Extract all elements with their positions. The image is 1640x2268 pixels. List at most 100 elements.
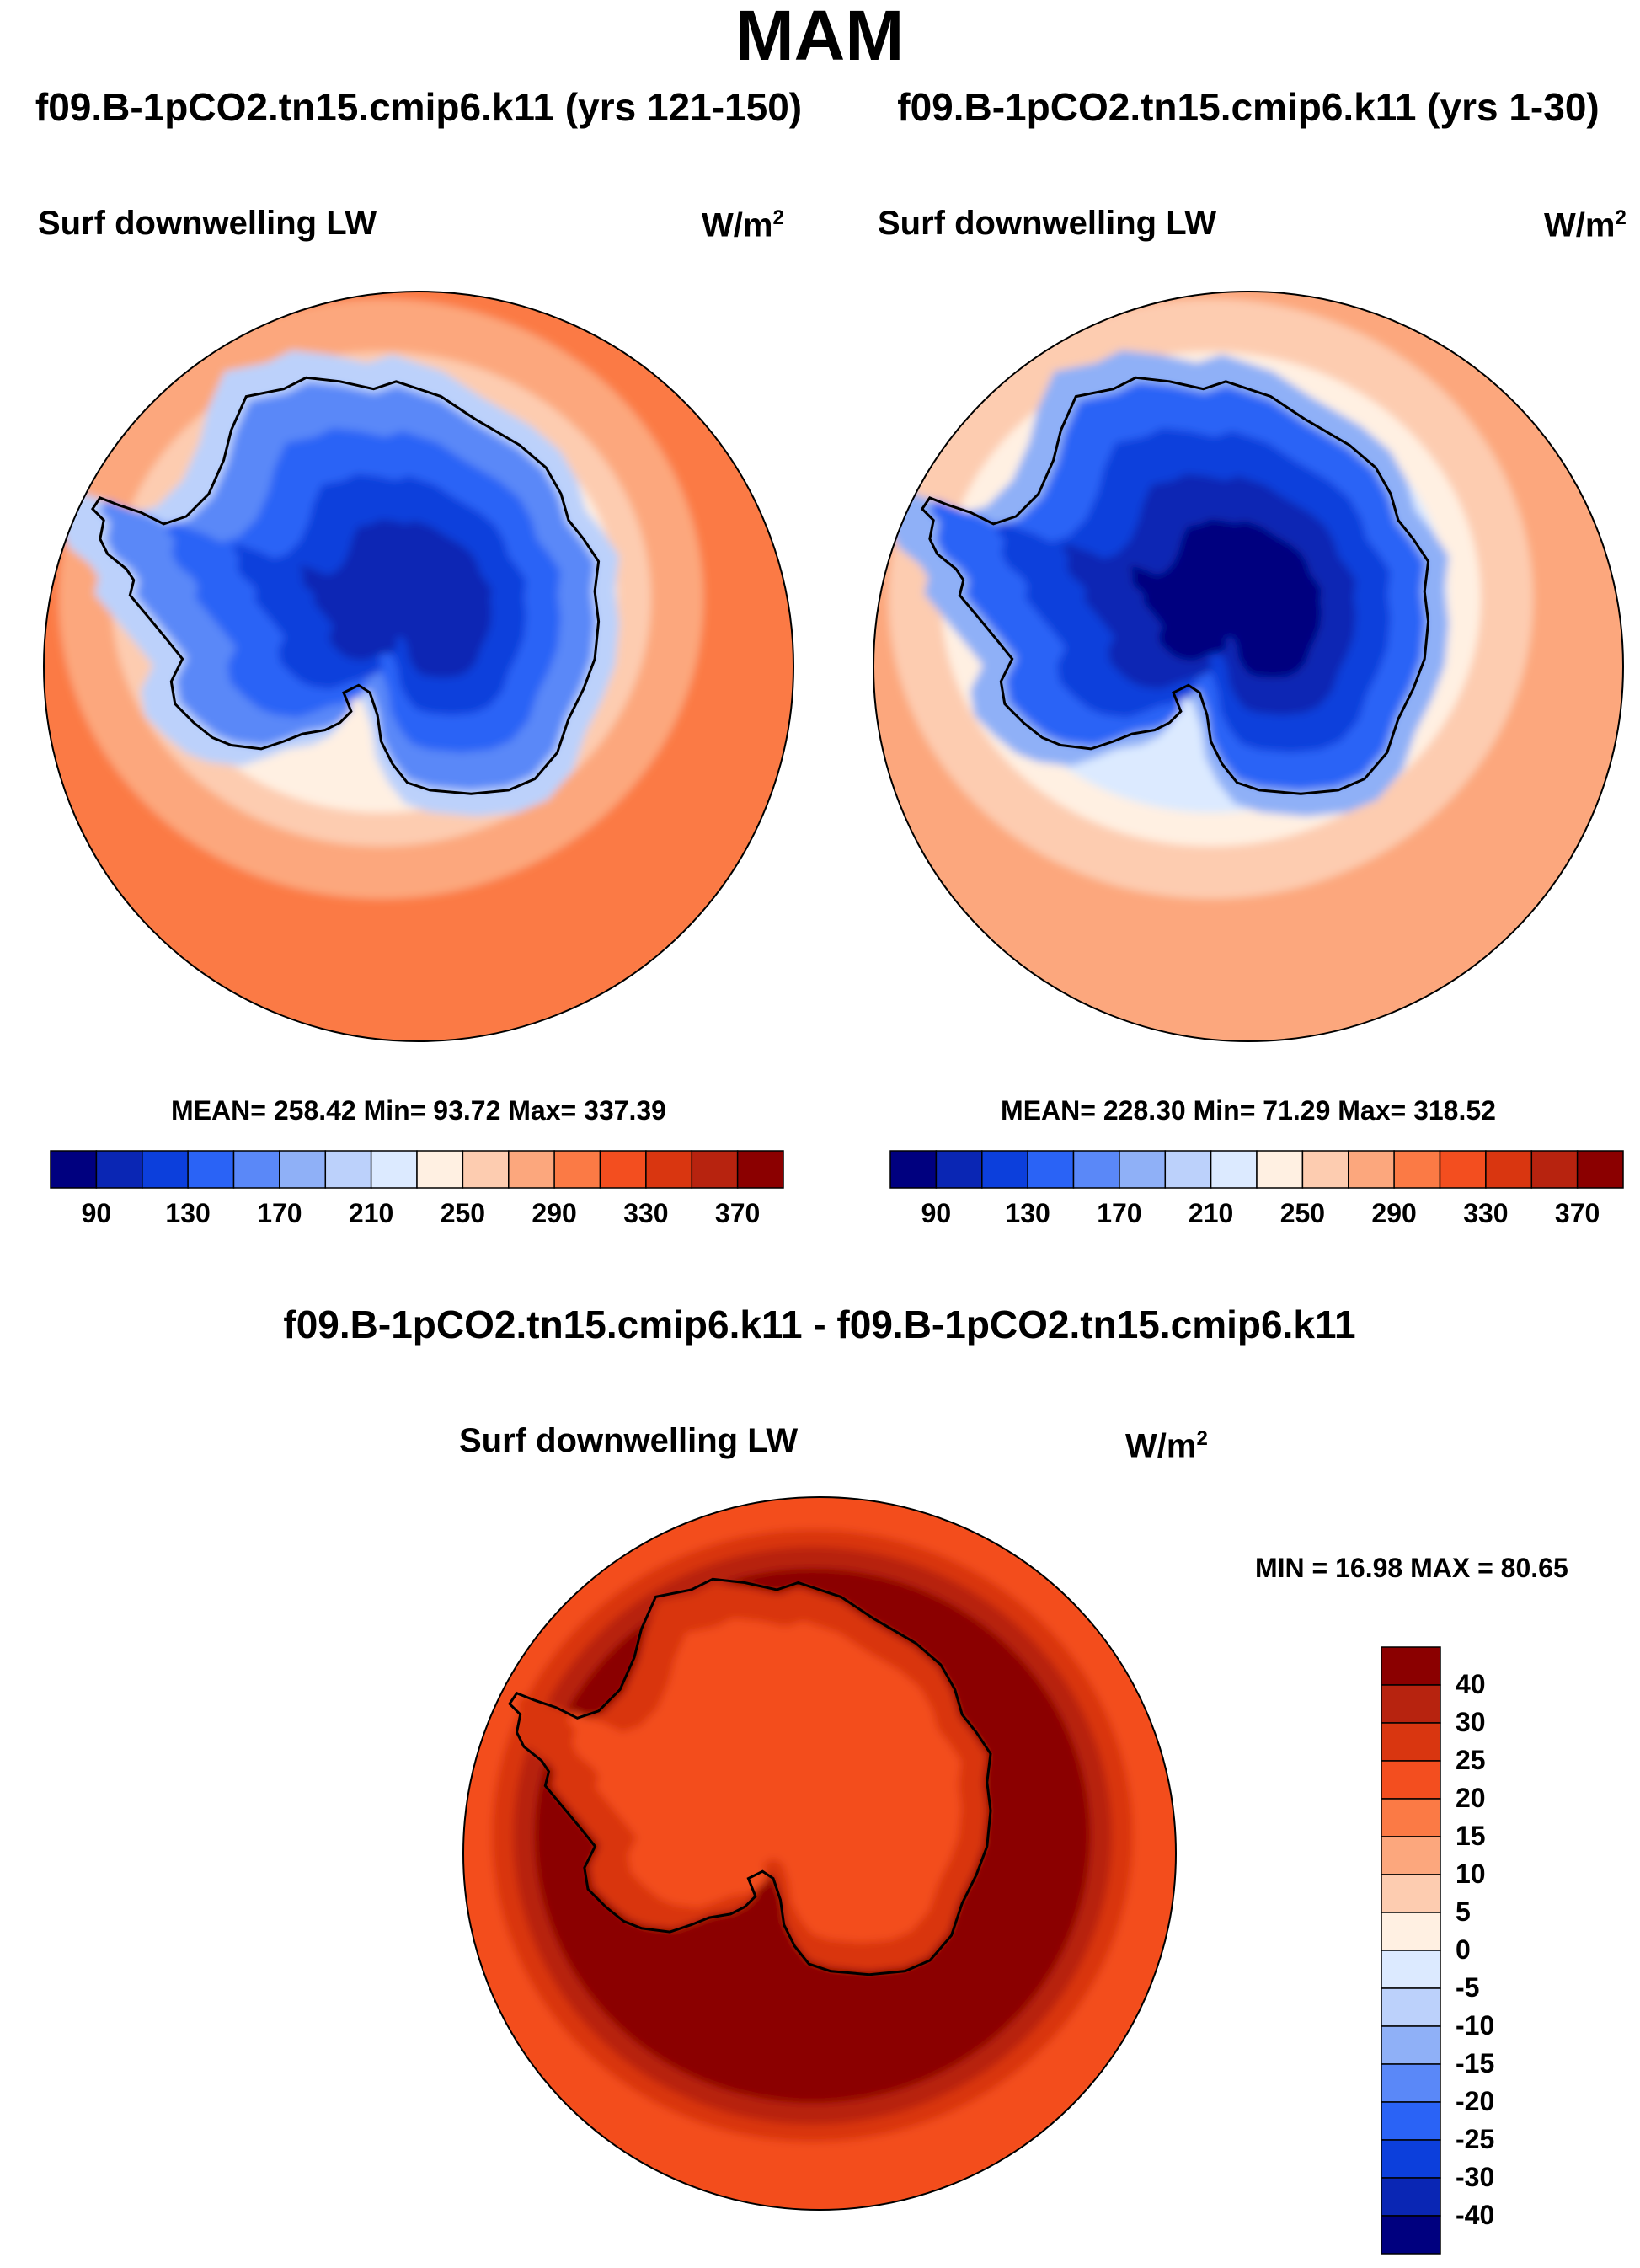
cbar-right-tick-5: 290 [1371, 1198, 1417, 1228]
cbar-left-tick-5: 290 [532, 1198, 577, 1228]
cbar-diff-tick-3: 20 [1456, 1783, 1486, 1813]
right-stats: MEAN= 228.30 Min= 71.29 Max= 318.52 [1001, 1095, 1496, 1126]
cbar-right-box-1 [935, 1150, 983, 1189]
map-diff-border [462, 1496, 1177, 2211]
cbar-right-box-10 [1348, 1150, 1395, 1189]
map-left-border [43, 291, 794, 1042]
cbar-left-tick-4: 250 [440, 1198, 486, 1228]
cbar-diff-box-3 [1381, 1760, 1441, 1800]
cbar-diff-box-0 [1381, 1646, 1441, 1686]
map-diff-coastline [508, 1577, 992, 1976]
cbar-right-box-14 [1530, 1150, 1579, 1189]
map-left-coastline [90, 376, 601, 795]
cbar-diff-tick-1: 30 [1456, 1707, 1486, 1737]
cbar-diff-tick-8: -5 [1456, 1972, 1480, 2003]
cbar-left-box-0 [50, 1150, 98, 1189]
cbar-left-box-13 [645, 1150, 693, 1189]
cbar-right-tick-2: 170 [1097, 1198, 1142, 1228]
cbar-right-box-5 [1119, 1150, 1167, 1189]
cbar-diff-box-10 [1381, 2025, 1441, 2065]
cbar-right-box-9 [1301, 1150, 1349, 1189]
cbar-diff-box-6 [1381, 1874, 1441, 1913]
cbar-diff-box-9 [1381, 1987, 1441, 2027]
cbar-diff-tick-9: -10 [1456, 2010, 1495, 2041]
cbar-diff-tick-10: -15 [1456, 2048, 1495, 2078]
map-right-border [873, 291, 1624, 1042]
map-left [44, 292, 793, 1041]
cbar-right-box-0 [889, 1150, 938, 1189]
cbar-diff-tick-7: 0 [1456, 1934, 1471, 1965]
cbar-diff-tick-6: 5 [1456, 1896, 1471, 1927]
cbar-left-box-3 [187, 1150, 235, 1189]
map-right-coastline [920, 376, 1430, 795]
cbar-left-box-4 [232, 1150, 280, 1189]
map-right [873, 292, 1623, 1041]
cbar-left-box-10 [508, 1150, 555, 1189]
diff-units-label: W/m2 [1125, 1427, 1208, 1465]
cbar-left-box-14 [691, 1150, 739, 1189]
cbar-left-box-5 [279, 1150, 327, 1189]
cbar-right-box-6 [1164, 1150, 1212, 1189]
map-left-zone-plateau-core [299, 519, 492, 678]
cbar-right-box-2 [981, 1150, 1028, 1189]
cbar-diff-tick-2: 25 [1456, 1745, 1486, 1775]
map-diff [463, 1497, 1176, 2210]
cbar-left-tick-1: 130 [165, 1198, 211, 1228]
cbar-diff-tick-4: 15 [1456, 1821, 1486, 1851]
cbar-diff-tick-13: -30 [1456, 2162, 1495, 2192]
cbar-right-tick-7: 370 [1554, 1198, 1600, 1228]
cbar-diff-box-1 [1381, 1684, 1441, 1724]
cbar-left-box-2 [142, 1150, 189, 1189]
cbar-diff-box-11 [1381, 2063, 1441, 2103]
cbar-diff-box-8 [1381, 1950, 1441, 1989]
cbar-diff-box-5 [1381, 1836, 1441, 1875]
cbar-left-box-12 [599, 1150, 647, 1189]
cbar-right-box-7 [1210, 1150, 1258, 1189]
cbar-right-box-15 [1576, 1150, 1624, 1189]
diff-stats: MIN = 16.98 MAX = 80.65 [1255, 1553, 1568, 1583]
cbar-right-tick-4: 250 [1279, 1198, 1326, 1228]
cbar-diff-box-15 [1381, 2215, 1441, 2255]
cbar-right-box-13 [1485, 1150, 1533, 1189]
right-panel-title: f09.B-1pCO2.tn15.cmip6.k11 (yrs 1-30) [897, 85, 1600, 129]
diff-panel-title: f09.B-1pCO2.tn15.cmip6.k11 - f09.B-1pCO2… [283, 1302, 1356, 1346]
cbar-right-tick-6: 330 [1463, 1198, 1509, 1228]
cbar-diff-box-4 [1381, 1798, 1441, 1837]
cbar-diff-tick-0: 40 [1456, 1669, 1486, 1699]
cbar-left-tick-7: 370 [714, 1198, 761, 1228]
cbar-left-box-8 [416, 1150, 464, 1189]
cbar-left-tick-0: 90 [81, 1198, 112, 1228]
cbar-left-box-11 [553, 1150, 601, 1189]
right-variable-label: Surf downwelling LW [878, 205, 1217, 242]
map-right-zone-plateau-core [1129, 519, 1322, 678]
cbar-diff-tick-12: -25 [1456, 2124, 1495, 2154]
cbar-right-box-8 [1256, 1150, 1304, 1189]
cbar-diff-box-7 [1381, 1912, 1441, 1951]
cbar-diff-box-2 [1381, 1722, 1441, 1762]
cbar-diff-tick-11: -20 [1456, 2086, 1495, 2116]
cbar-left-box-7 [370, 1150, 418, 1189]
left-stats: MEAN= 258.42 Min= 93.72 Max= 337.39 [171, 1095, 666, 1126]
cbar-diff-box-12 [1381, 2101, 1441, 2141]
right-units-label: W/m2 [1544, 206, 1627, 244]
cbar-left-tick-2: 170 [257, 1198, 302, 1228]
cbar-right-tick-3: 210 [1188, 1198, 1234, 1228]
cbar-left-tick-6: 330 [623, 1198, 669, 1228]
cbar-left-box-6 [324, 1150, 372, 1189]
cbar-left-box-9 [462, 1150, 510, 1189]
cbar-left-tick-3: 210 [348, 1198, 394, 1228]
left-panel-title: f09.B-1pCO2.tn15.cmip6.k11 (yrs 121-150) [35, 85, 803, 129]
cbar-right-box-3 [1027, 1150, 1075, 1189]
cbar-right-tick-1: 130 [1005, 1198, 1050, 1228]
left-variable-label: Surf downwelling LW [38, 205, 377, 242]
figure-title: MAM [735, 0, 905, 75]
cbar-diff-box-13 [1381, 2139, 1441, 2179]
map-diff-zone-antarctica-interior [566, 1618, 961, 1943]
cbar-right-tick-0: 90 [921, 1198, 952, 1228]
left-units-label: W/m2 [702, 206, 784, 244]
cbar-right-box-4 [1072, 1150, 1120, 1189]
cbar-right-box-11 [1393, 1150, 1441, 1189]
cbar-left-box-1 [95, 1150, 143, 1189]
cbar-diff-box-14 [1381, 2177, 1441, 2217]
cbar-diff-tick-14: -40 [1456, 2200, 1495, 2230]
